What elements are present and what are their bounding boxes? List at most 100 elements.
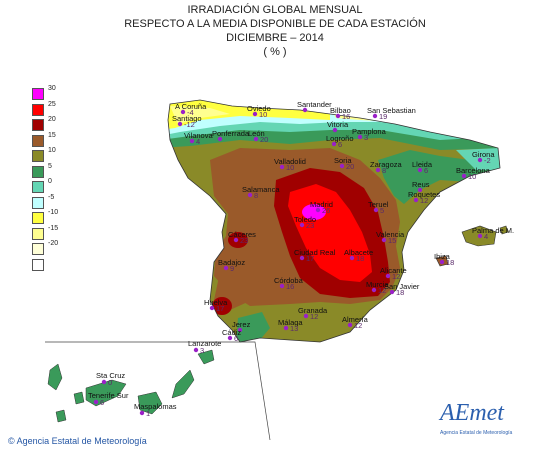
station-name: Santiago — [172, 114, 202, 123]
legend-label: 15 — [48, 131, 56, 139]
legend-swatch — [32, 243, 44, 255]
legend-swatch — [32, 103, 44, 116]
lapalma-island — [47, 363, 63, 391]
station-dot — [371, 287, 377, 293]
station-value: 13 — [290, 324, 298, 333]
station-dot — [247, 192, 253, 198]
aemet-logo: AEmet Agencia Estatal de Meteorología — [440, 400, 536, 444]
station-dot — [223, 265, 229, 271]
station-name: Córdoba — [274, 276, 304, 285]
station-name: Málaga — [278, 318, 303, 327]
station-dot — [349, 255, 355, 261]
credit-text: Agencia Estatal de Meteorología — [16, 436, 147, 446]
station-value: 12 — [354, 321, 362, 330]
station-name: Valencia — [376, 230, 405, 239]
station-value: 16 — [342, 112, 350, 121]
station-name: Alicante — [380, 266, 407, 275]
station-value: 10 — [468, 172, 476, 181]
station-value: 4 — [484, 232, 488, 241]
station-dot — [180, 109, 186, 115]
station-name: Maspalomas — [134, 402, 177, 411]
station-dot — [227, 335, 233, 341]
station-value: -4 — [187, 108, 194, 117]
station-name: Toledo — [294, 215, 316, 224]
station-value: 8 — [254, 191, 258, 200]
station-dot — [417, 167, 423, 173]
station-value: 12 — [420, 196, 428, 205]
legend-swatch — [32, 119, 44, 131]
logo-text: AEmet — [440, 400, 504, 426]
station-value: 4 — [196, 137, 200, 146]
station-dot — [279, 283, 285, 289]
station-dot — [357, 134, 363, 140]
station-dot — [299, 222, 305, 228]
station-value: 23 — [240, 236, 248, 245]
station-name: Valladolid — [274, 157, 306, 166]
legend-label: -10 — [48, 209, 59, 216]
station-value: 12 — [378, 286, 386, 295]
station-name: Cáceres — [228, 230, 256, 239]
station-name: Vilanova — [184, 131, 213, 140]
station-value: 8 — [382, 166, 386, 175]
map-title-line3: DICIEMBRE – 2014 — [226, 32, 324, 44]
station-value: 18 — [356, 254, 364, 263]
legend-label: 5 — [48, 162, 52, 170]
station-value: 17 — [216, 304, 224, 313]
station-marker: Santander — [297, 100, 332, 113]
station-value: -2 — [484, 156, 491, 165]
station-name: A Coruña — [175, 102, 207, 111]
station-dot — [315, 207, 321, 213]
station-value: 20 — [346, 162, 354, 171]
station-dot — [381, 237, 387, 243]
legend-label: -20 — [48, 240, 59, 247]
station-name: Teruel — [368, 200, 389, 209]
station-dot — [193, 347, 199, 353]
station-dot — [303, 313, 309, 319]
station-name: Ponferrada — [212, 129, 250, 138]
station-marker: Girona-2 — [472, 150, 495, 165]
legend-swatch — [32, 150, 44, 162]
station-dot — [335, 113, 341, 119]
station-dot — [189, 138, 195, 144]
station-value: 6 — [338, 140, 342, 149]
legend-label: 20 — [48, 116, 56, 123]
station-value: 19 — [379, 112, 387, 121]
station-dot — [339, 163, 345, 169]
station-name: Pamplona — [352, 127, 387, 136]
logo-subtitle: Agencia Estatal de Meteorología — [440, 430, 513, 436]
station-name: Roquetes — [408, 190, 440, 199]
station-marker: Santiago-12 — [172, 114, 202, 129]
station-name: Palma de M. — [472, 226, 514, 235]
station-marker: Palma de M.4 — [472, 226, 514, 241]
station-marker: Ponferrada — [212, 129, 250, 142]
station-marker: Vitoria — [327, 120, 349, 133]
station-dot — [332, 127, 338, 133]
station-name: Ibiza — [434, 252, 451, 261]
legend-label: 0 — [48, 178, 52, 185]
station-name: Salamanca — [242, 185, 280, 194]
lanzarote-island — [197, 349, 215, 365]
station-name: Cádiz — [222, 328, 241, 337]
station-value: 10 — [259, 110, 267, 119]
tenerife-island — [85, 379, 127, 407]
